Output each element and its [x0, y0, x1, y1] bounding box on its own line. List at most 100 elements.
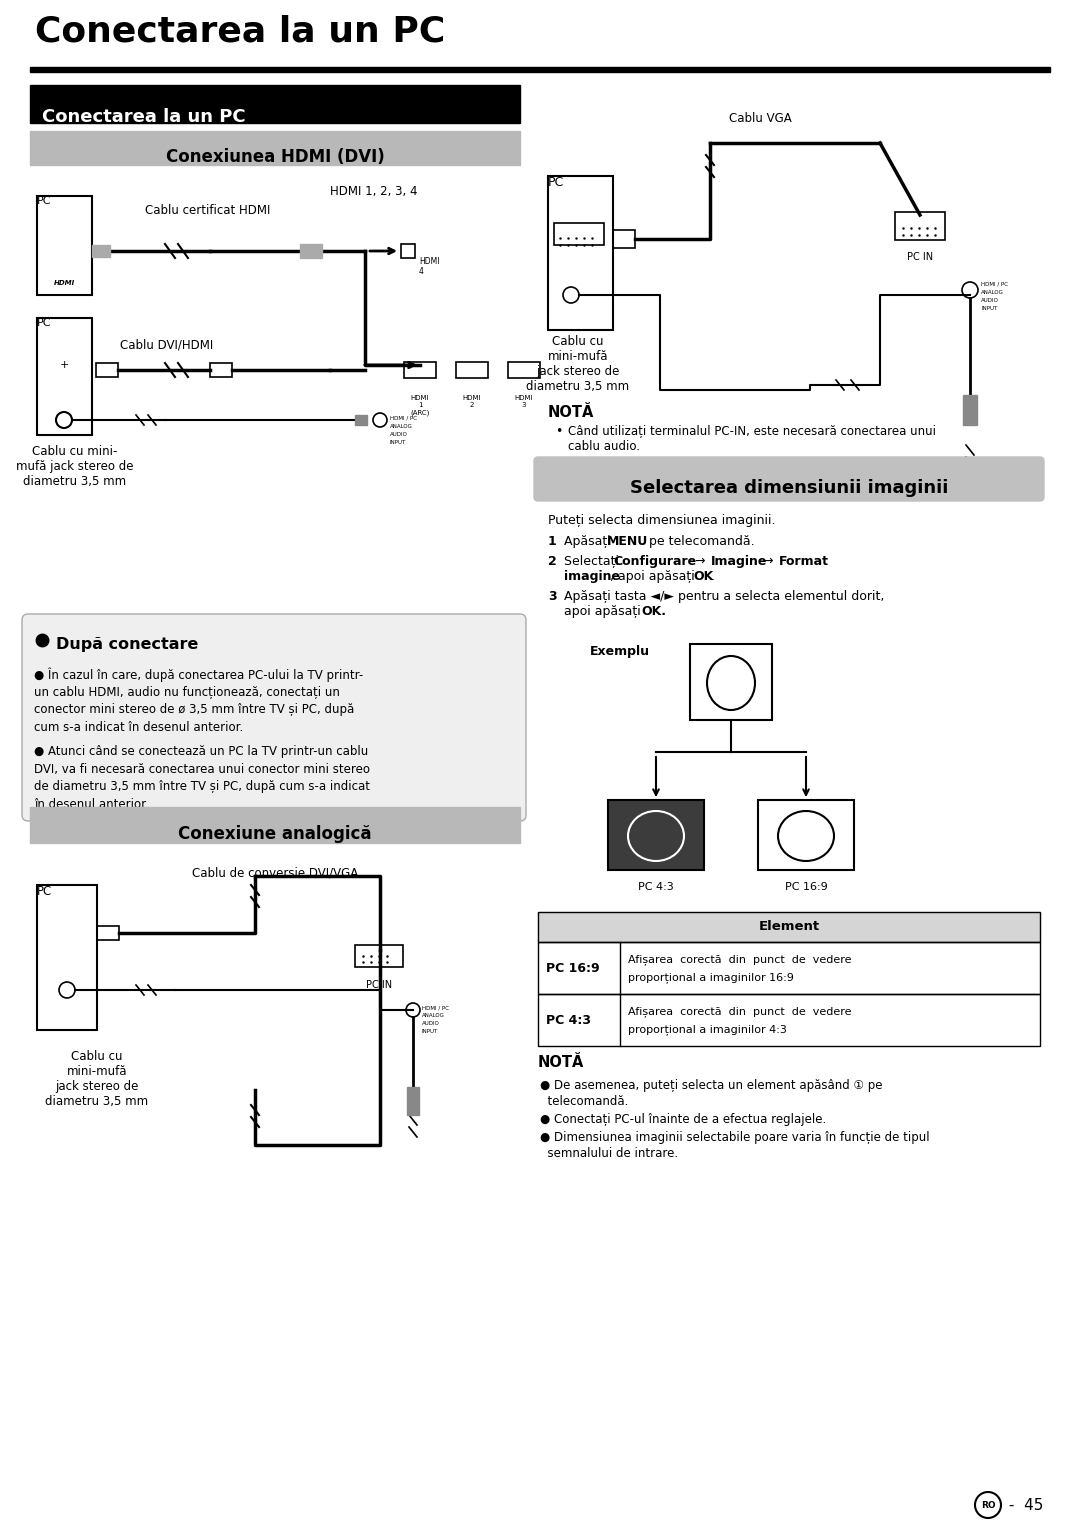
Text: HDMI / PC: HDMI / PC [422, 1005, 449, 1010]
Text: →: → [759, 555, 778, 568]
Text: Cablu cu: Cablu cu [71, 1049, 123, 1063]
Text: AUDIO: AUDIO [422, 1020, 440, 1026]
Text: ● Atunci când se conectează un PC la TV printr-un cablu
DVI, va fi necesară cone: ● Atunci când se conectează un PC la TV … [33, 745, 370, 810]
Text: ● De asemenea, puteți selecta un element apăsând ① pe: ● De asemenea, puteți selecta un element… [540, 1079, 882, 1092]
Text: Exemplu: Exemplu [590, 645, 650, 659]
Text: NOTĂ: NOTĂ [538, 1056, 584, 1069]
Text: Cablu de conversie DVI/VGA: Cablu de conversie DVI/VGA [192, 866, 359, 879]
Text: , apoi apăsați: , apoi apăsați [610, 570, 699, 584]
Bar [401, 244, 415, 257]
Text: AUDIO: AUDIO [390, 432, 408, 437]
Bar [30, 132, 519, 165]
Text: Puteți selecta dimensiunea imaginii.: Puteți selecta dimensiunea imaginii. [548, 515, 775, 527]
Text: HDMI
2: HDMI 2 [462, 395, 482, 408]
Text: Cablu DVI/HDMI: Cablu DVI/HDMI [120, 339, 213, 351]
Text: Selectați: Selectați [564, 555, 623, 568]
Text: PC 16:9: PC 16:9 [546, 962, 599, 974]
Text: -  45: - 45 [1004, 1497, 1043, 1512]
Text: HDMI 1, 2, 3, 4: HDMI 1, 2, 3, 4 [330, 185, 418, 198]
Bar [355, 415, 367, 424]
Bar [895, 211, 945, 241]
Text: ANALOG: ANALOG [390, 424, 413, 429]
Text: Conectarea la un PC: Conectarea la un PC [35, 15, 445, 49]
Text: ● Dimensiunea imaginii selectabile poare varia în funcție de tipul: ● Dimensiunea imaginii selectabile poare… [540, 1131, 930, 1144]
Bar [92, 245, 110, 257]
Text: diametru 3,5 mm: diametru 3,5 mm [24, 475, 126, 489]
Text: HDMI
3: HDMI 3 [515, 395, 534, 408]
Text: cablu audio.: cablu audio. [568, 440, 640, 453]
Text: Conectarea la un PC: Conectarea la un PC [42, 107, 245, 126]
Text: jack stereo de: jack stereo de [537, 365, 620, 378]
Bar [97, 925, 119, 941]
Bar [613, 230, 635, 248]
Text: jack stereo de: jack stereo de [55, 1080, 138, 1092]
Text: AUDIO: AUDIO [981, 299, 999, 303]
Text: mini-mufă: mini-mufă [67, 1065, 127, 1079]
Text: HDMI / PC: HDMI / PC [390, 417, 417, 421]
Text: PC IN: PC IN [366, 980, 392, 990]
Text: PC: PC [37, 319, 52, 328]
Bar [37, 319, 92, 435]
Bar [538, 942, 1040, 994]
Text: Apăsați tasta ◄/► pentru a selecta elementul dorit,: Apăsați tasta ◄/► pentru a selecta eleme… [564, 590, 885, 604]
Bar [300, 244, 322, 257]
Text: proporțional a imaginilor 16:9: proporțional a imaginilor 16:9 [627, 971, 794, 984]
Text: telecomandă.: telecomandă. [540, 1095, 629, 1108]
Text: .: . [711, 570, 715, 584]
Text: INPUT: INPUT [981, 306, 997, 311]
Text: RO: RO [981, 1500, 996, 1509]
Bar [554, 224, 604, 245]
Bar [538, 912, 1040, 942]
Text: PC 4:3: PC 4:3 [546, 1014, 591, 1026]
Text: PC 16:9: PC 16:9 [785, 882, 827, 892]
Text: mufă jack stereo de: mufă jack stereo de [16, 460, 134, 473]
Text: 3: 3 [548, 590, 556, 604]
Bar [30, 807, 519, 843]
Bar [608, 800, 704, 870]
Text: PC: PC [37, 196, 52, 205]
FancyBboxPatch shape [22, 614, 526, 821]
Text: pe telecomandă.: pe telecomandă. [645, 535, 755, 548]
Text: →: → [691, 555, 710, 568]
Text: Când utilizați terminalul PC-IN, este necesară conectarea unui: Când utilizați terminalul PC-IN, este ne… [568, 424, 936, 438]
Text: semnalului de intrare.: semnalului de intrare. [540, 1147, 678, 1160]
Text: ANALOG: ANALOG [422, 1013, 445, 1017]
Text: •: • [555, 424, 563, 438]
Text: apoi apăsați: apoi apăsați [564, 605, 645, 617]
Bar [690, 643, 772, 720]
Text: ● Conectați PC-ul înainte de a efectua reglajele.: ● Conectați PC-ul înainte de a efectua r… [540, 1114, 826, 1126]
Text: OK.: OK. [642, 605, 666, 617]
Text: OK: OK [693, 570, 713, 584]
Text: 2: 2 [548, 555, 557, 568]
Text: INPUT: INPUT [422, 1030, 438, 1034]
Text: Conexiunea HDMI (DVI): Conexiunea HDMI (DVI) [165, 149, 384, 165]
Text: proporțional a imaginilor 4:3: proporțional a imaginilor 4:3 [627, 1023, 787, 1034]
Bar [37, 196, 92, 296]
Bar [355, 945, 403, 967]
Text: După conectare: După conectare [56, 637, 199, 653]
Text: HDMI / PC: HDMI / PC [981, 282, 1008, 286]
Bar [758, 800, 854, 870]
Text: ● În cazul în care, după conectarea PC-ului la TV printr-
un cablu HDMI, audio n: ● În cazul în care, după conectarea PC-u… [33, 666, 363, 734]
Bar [407, 1088, 419, 1115]
Bar [548, 176, 613, 329]
Text: diametru 3,5 mm: diametru 3,5 mm [45, 1095, 149, 1108]
Text: PC: PC [548, 176, 564, 188]
Bar [30, 67, 1050, 72]
Text: Cablu VGA: Cablu VGA [729, 112, 792, 126]
Text: PC 4:3: PC 4:3 [638, 882, 674, 892]
Bar [508, 362, 540, 378]
Text: HDMI: HDMI [53, 280, 75, 286]
Text: 1: 1 [548, 535, 557, 548]
Bar [456, 362, 488, 378]
Bar [538, 912, 1040, 942]
Text: HDMI
1
(ARC): HDMI 1 (ARC) [410, 395, 430, 415]
Bar [404, 362, 436, 378]
Text: +: + [59, 360, 69, 371]
Text: Conexiune analogică: Conexiune analogică [178, 826, 372, 843]
Text: INPUT: INPUT [390, 440, 406, 444]
Text: Cablu cu: Cablu cu [552, 336, 604, 348]
Text: mini-mufă: mini-mufă [548, 349, 608, 363]
Text: Cablu cu mini-: Cablu cu mini- [32, 444, 118, 458]
Text: imagine: imagine [564, 570, 620, 584]
